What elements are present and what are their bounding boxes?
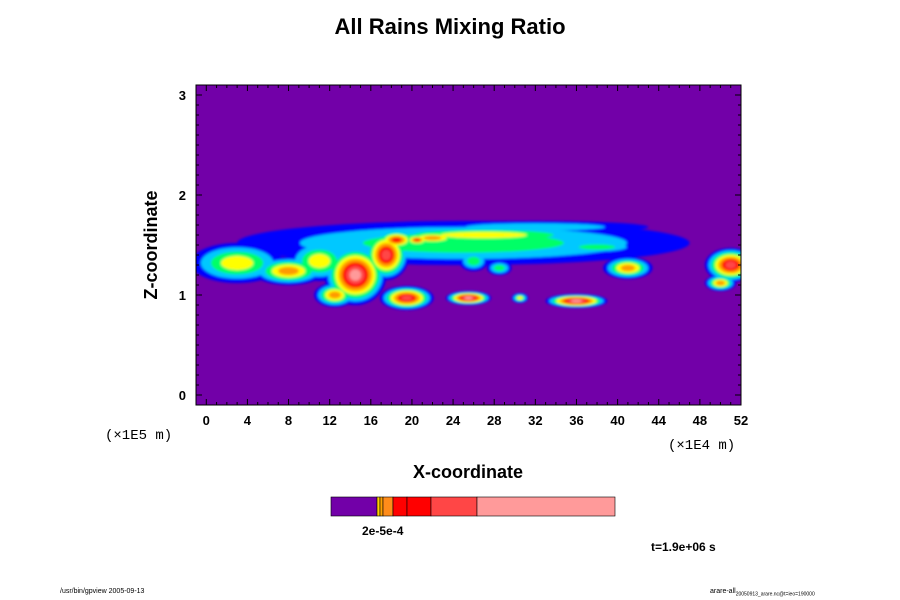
footer-command: /usr/bin/gpview 2005-09-13 — [60, 588, 145, 595]
contour-layers — [196, 221, 741, 310]
y-tick-label: 2 — [179, 188, 186, 203]
contour-patch — [493, 264, 505, 272]
x-tick-label: 4 — [244, 413, 252, 428]
x-tick-label: 48 — [693, 413, 707, 428]
footer-source: arare-all20050913_arare.nc@t=ieo=190000 — [710, 588, 815, 597]
contour-patch — [517, 296, 523, 300]
colorbar-segment — [330, 496, 378, 517]
contour-patch — [716, 280, 725, 286]
time-label: t=1.9e+06 s — [651, 540, 716, 554]
x-tick-label: 52 — [734, 413, 748, 428]
y-tick-label: 1 — [179, 288, 186, 303]
contour-patch — [308, 254, 331, 268]
x-tick-label: 12 — [322, 413, 336, 428]
contour-patch — [464, 296, 473, 300]
contour-patch — [467, 256, 481, 266]
contour-patch — [423, 236, 442, 240]
colorbar-label: 2e-5e-4 — [362, 524, 404, 538]
x-tick-label: 16 — [364, 413, 378, 428]
y-axis-title: Z-coordinate — [141, 190, 161, 299]
x-tick-label: 36 — [569, 413, 583, 428]
x-tick-label: 32 — [528, 413, 542, 428]
contour-patch — [578, 244, 616, 250]
colorbar-segment — [392, 496, 408, 517]
x-axis: 0 4 8 12 16 20 24 28 32 36 40 44 48 52 — [195, 85, 748, 428]
contour-patch — [401, 295, 413, 301]
contour-patch — [278, 267, 299, 275]
contour-patch — [725, 261, 737, 269]
x-tick-label: 8 — [285, 413, 292, 428]
x-axis-title: X-coordinate — [413, 462, 523, 482]
footer-source-main: arare-all — [710, 588, 736, 595]
y-tick-label: 3 — [179, 88, 186, 103]
y-scale-note: (×1E5 m) — [105, 428, 172, 444]
contour-patch — [620, 264, 635, 272]
x-tick-label: 28 — [487, 413, 501, 428]
contour-patch — [413, 238, 421, 242]
rain-field — [196, 221, 741, 310]
chart-title: All Rains Mixing Ratio — [334, 14, 566, 39]
x-tick-label: 40 — [610, 413, 624, 428]
colorbar — [330, 496, 616, 517]
colorbar-segment — [379, 496, 384, 517]
contour-patch — [441, 231, 527, 239]
x-scale-note: (×1E4 m) — [668, 438, 735, 454]
colorbar-segment — [406, 496, 432, 517]
x-tick-label: 44 — [652, 413, 667, 428]
x-tick-label: 24 — [446, 413, 461, 428]
colorbar-segment — [476, 496, 616, 517]
contour-patch — [570, 299, 583, 303]
y-tick-label: 0 — [179, 388, 186, 403]
colorbar-segment — [382, 496, 394, 517]
colorbar-segment — [430, 496, 478, 517]
footer-source-sub: 20050913_arare.nc@t=ieo=190000 — [735, 591, 815, 598]
colorbar-segment — [376, 496, 381, 517]
contour-patch — [221, 256, 254, 270]
contour-patch — [349, 269, 362, 281]
x-tick-label: 20 — [405, 413, 419, 428]
contour-patch — [391, 237, 402, 243]
x-tick-label: 0 — [203, 413, 210, 428]
contour-patch — [381, 249, 391, 261]
contour-patch — [328, 291, 341, 299]
y-axis: 0 1 2 3 — [179, 88, 741, 403]
